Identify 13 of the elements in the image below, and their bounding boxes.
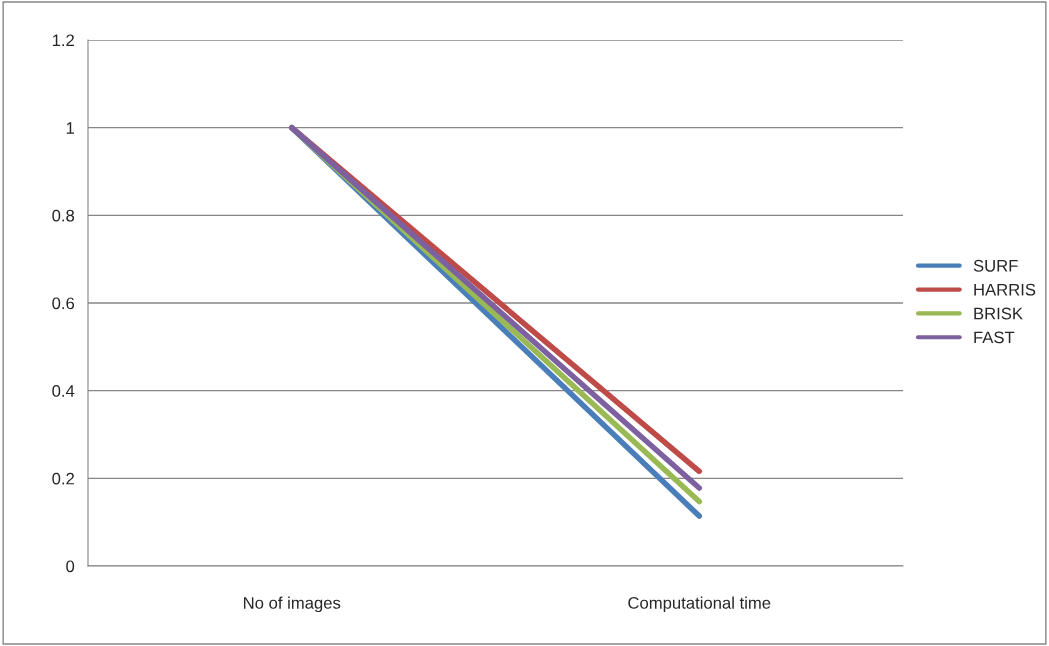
y-tick-label: 0.6 xyxy=(52,297,75,310)
y-tick-label: 0.8 xyxy=(52,209,75,222)
y-tick-label: 0.2 xyxy=(52,472,74,485)
y-tick-label: 0.4 xyxy=(52,385,75,397)
x-tick-label: No of images xyxy=(244,596,341,613)
y-tick-label: 0 xyxy=(66,560,75,573)
legend-label: FAST xyxy=(974,331,1015,344)
legend-label: BRISK xyxy=(974,307,1023,320)
legend-label: HARRIS xyxy=(974,283,1036,296)
y-tick-label: 1.2 xyxy=(52,34,74,47)
x-tick-label: Computational time xyxy=(628,596,771,613)
legend-label: SURF xyxy=(973,259,1018,272)
y-tick-label: 1 xyxy=(66,122,74,134)
